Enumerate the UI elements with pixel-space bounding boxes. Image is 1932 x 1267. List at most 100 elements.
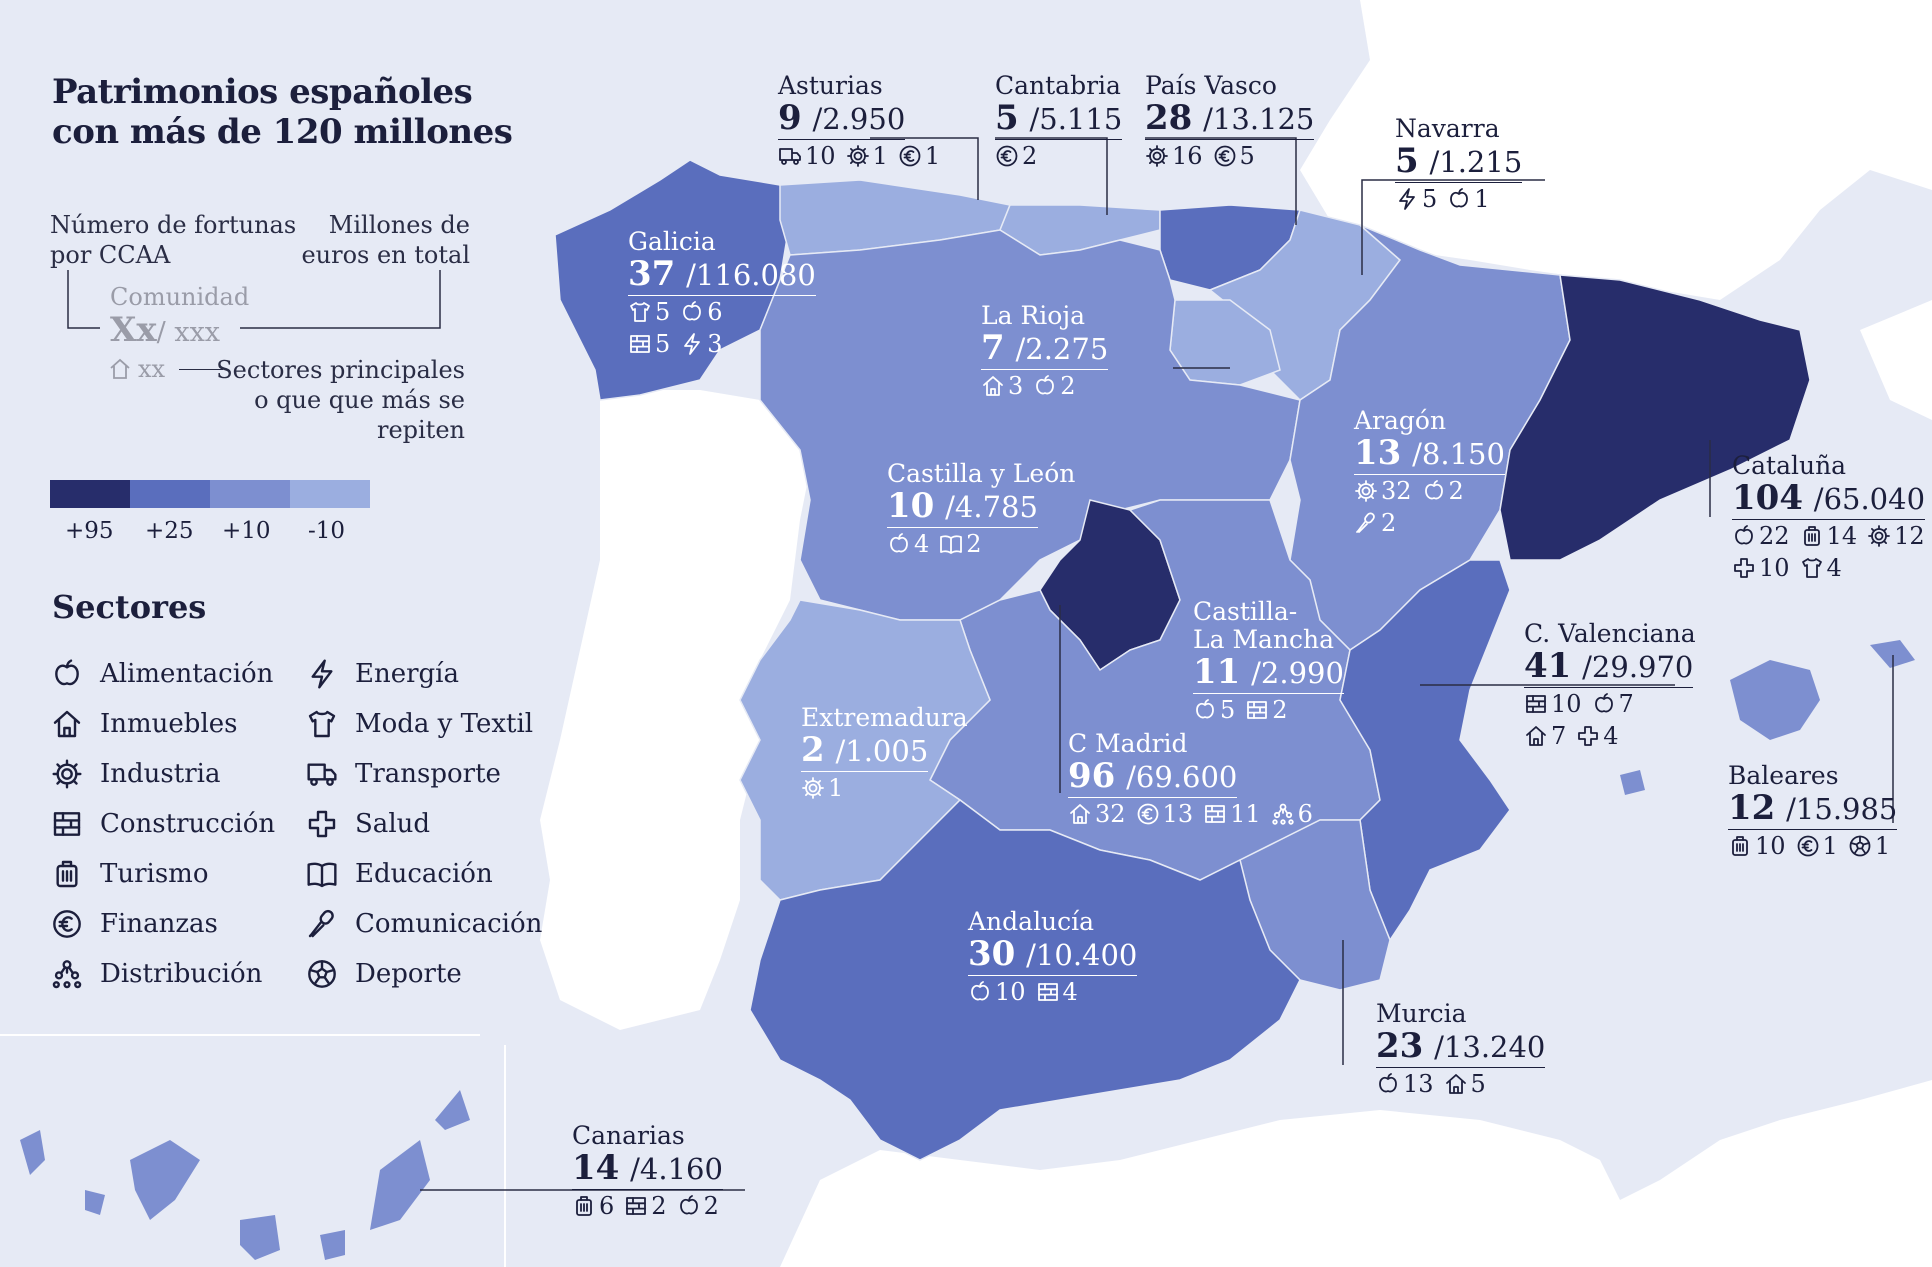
region-label-larioja: La Rioja 7 /2.275 3 2: [981, 302, 1109, 402]
scale-label-2: +25: [145, 518, 194, 544]
region-shape-canarias-4: [240, 1215, 280, 1260]
region-shape-canarias-7: [320, 1230, 345, 1260]
region-sector: 10: [968, 978, 1026, 1006]
network-icon: [52, 960, 81, 989]
gear-icon: [1868, 525, 1890, 547]
region-sector-row: 32 13 11 6: [1068, 798, 1323, 830]
shirt-icon: [308, 710, 335, 738]
portugal-land: [540, 390, 820, 1030]
apple-icon: [679, 1195, 698, 1215]
region-figures: 28 /13.125: [1145, 100, 1315, 140]
region-count: 5: [995, 98, 1019, 138]
region-sector-value: 2: [1381, 509, 1397, 537]
region-sector: 2: [1422, 477, 1464, 505]
region-name: Baleares: [1728, 762, 1900, 790]
sector-item: Turismo: [50, 856, 275, 892]
region-figures: 11 /2.990: [1193, 654, 1344, 694]
region-figures: 10 /4.785: [887, 488, 1038, 528]
region-sector: 2: [939, 530, 982, 558]
region-label-cantabria: Cantabria 5 /5.115 2: [995, 72, 1123, 172]
sector-icon-wrap: [305, 856, 341, 892]
region-name-text: Andalucía: [968, 907, 1095, 936]
region-sector-value: 7: [1551, 722, 1567, 750]
region-sector: 6: [1271, 800, 1313, 828]
apple-icon: [971, 981, 989, 1001]
region-name: Castilla- La Mancha: [1193, 598, 1344, 654]
leader-paisvasco: [1145, 137, 1297, 225]
region-sector-value: 6: [599, 1192, 615, 1220]
sector-icon-wrap: [305, 956, 341, 992]
sector-label: Comunicación: [355, 909, 543, 939]
region-name-text: Castilla y León: [887, 459, 1076, 488]
scale-swatch-2: [130, 480, 210, 508]
sectores-list-2: Energía Moda y Textil Transporte Salud Educa…: [305, 656, 542, 992]
sector-icon-wrap: [305, 656, 341, 692]
region-count: 10: [887, 486, 935, 526]
region-sector: 6: [572, 1192, 614, 1220]
region-sector: 1: [1447, 185, 1490, 213]
region-total: /15.985: [1786, 792, 1898, 826]
euro-icon: [899, 145, 921, 167]
region-sector: 16: [1145, 142, 1203, 170]
region-figures: 5 /1.215: [1395, 143, 1523, 183]
key-right-label: Millones de euros en total: [301, 211, 470, 269]
region-name: La Rioja: [981, 302, 1108, 330]
region-sector: 1: [1848, 832, 1890, 860]
region-name-text: Asturias: [778, 71, 883, 100]
apple-icon: [683, 301, 702, 321]
region-count: 13: [1354, 433, 1402, 473]
scale-swatch-4: [290, 480, 370, 508]
sector-icon-wrap: [305, 906, 341, 942]
region-figures: 13 /8.150: [1354, 435, 1505, 475]
cross-icon: [308, 810, 335, 838]
sector-label: Finanzas: [100, 909, 218, 939]
region-figures: 9 /2.950: [778, 100, 906, 140]
region-sector-value: 11: [1230, 800, 1261, 828]
region-sector: 7: [1592, 690, 1634, 718]
apple-icon: [1379, 1073, 1397, 1093]
region-sector: 4: [1800, 554, 1842, 582]
region-name-text: Baleares: [1728, 761, 1839, 790]
region-sector-value: 1: [1474, 185, 1490, 213]
region-sector: 13: [1376, 1070, 1434, 1098]
house-icon: [1526, 726, 1546, 746]
region-shape-canarias-1: [20, 1130, 45, 1175]
region-figures: 12 /15.985: [1728, 790, 1898, 830]
region-shape-andalucia: [749, 799, 1301, 1161]
region-name: C Madrid: [1068, 730, 1323, 758]
region-name-text: Murcia: [1376, 999, 1467, 1028]
ball-icon: [307, 960, 336, 988]
region-count: 30: [968, 934, 1016, 974]
region-shape-canarias-6: [435, 1090, 470, 1130]
region-figures: 23 /13.240: [1376, 1028, 1546, 1068]
region-sector: 32: [1354, 477, 1412, 505]
gear-icon: [1355, 480, 1377, 502]
region-sector-row: 16 5: [1145, 140, 1314, 172]
region-sector-value: 1: [828, 774, 844, 802]
scale-label-4: -10: [308, 518, 346, 544]
sector-item: Finanzas: [50, 906, 275, 942]
region-label-cataluna: Cataluña 104 /65.040 22 14 12 10 4: [1732, 452, 1932, 584]
region-sector-value: 10: [1755, 832, 1786, 860]
region-label-galicia: Galicia 37 /116.080 5 6 5 3: [628, 228, 816, 360]
key-lines: [67, 270, 441, 329]
house-icon: [53, 710, 80, 738]
region-sector: 11: [1203, 800, 1261, 828]
region-label-castillamancha: Castilla- La Mancha 11 /2.990 5 2: [1193, 598, 1344, 726]
book-icon: [306, 862, 337, 888]
region-figures: 41 /29.970: [1524, 648, 1694, 688]
region-name: Andalucía: [968, 908, 1137, 936]
region-sector-value: 7: [1618, 690, 1634, 718]
region-figures: 37 /116.080: [628, 256, 816, 296]
house-icon: [1070, 804, 1090, 824]
sector-icon-wrap: [305, 756, 341, 792]
region-name-text: Extremadura: [801, 703, 968, 732]
region-sector-value: 5: [1220, 696, 1236, 724]
region-figures: 104 /65.040: [1732, 480, 1926, 520]
scale-label-1: +95: [65, 518, 114, 544]
region-sector: 5: [1213, 142, 1255, 170]
